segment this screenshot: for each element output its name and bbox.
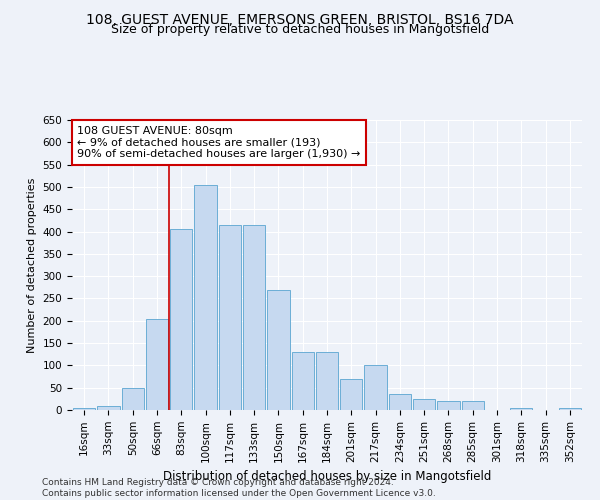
Bar [122, 388, 144, 410]
Bar [364, 366, 387, 410]
Bar [340, 379, 362, 410]
Bar [461, 401, 484, 410]
Bar [97, 406, 119, 410]
Bar [267, 290, 290, 410]
Text: Contains HM Land Registry data © Crown copyright and database right 2024.
Contai: Contains HM Land Registry data © Crown c… [42, 478, 436, 498]
X-axis label: Distribution of detached houses by size in Mangotsfield: Distribution of detached houses by size … [163, 470, 491, 483]
Y-axis label: Number of detached properties: Number of detached properties [27, 178, 37, 352]
Text: Size of property relative to detached houses in Mangotsfield: Size of property relative to detached ho… [111, 22, 489, 36]
Bar [73, 408, 95, 410]
Bar [218, 225, 241, 410]
Bar [437, 401, 460, 410]
Bar [292, 352, 314, 410]
Bar [559, 408, 581, 410]
Bar [316, 352, 338, 410]
Bar [389, 394, 411, 410]
Bar [243, 225, 265, 410]
Bar [194, 184, 217, 410]
Bar [510, 408, 532, 410]
Bar [413, 399, 436, 410]
Bar [146, 318, 168, 410]
Text: 108, GUEST AVENUE, EMERSONS GREEN, BRISTOL, BS16 7DA: 108, GUEST AVENUE, EMERSONS GREEN, BRIST… [86, 12, 514, 26]
Bar [170, 230, 193, 410]
Text: 108 GUEST AVENUE: 80sqm
← 9% of detached houses are smaller (193)
90% of semi-de: 108 GUEST AVENUE: 80sqm ← 9% of detached… [77, 126, 361, 159]
